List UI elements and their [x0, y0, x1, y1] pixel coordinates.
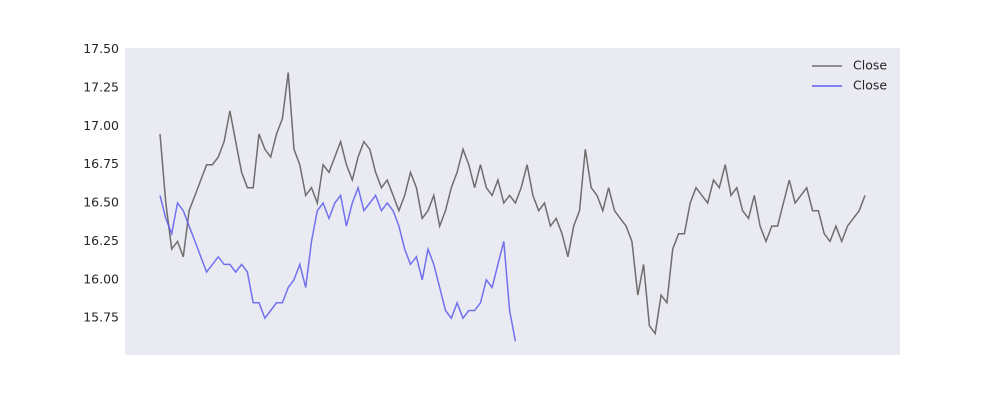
y-tick-label: 16.25	[83, 233, 119, 248]
legend-label: Close	[853, 78, 887, 93]
y-tick-label: 15.75	[83, 310, 119, 325]
plot-area	[125, 48, 900, 355]
y-tick-label: 16.50	[83, 195, 119, 210]
y-tick-label: 17.25	[83, 79, 119, 94]
line-series	[159, 72, 866, 336]
legend-label: Close	[853, 58, 887, 73]
y-tick-label: 17.00	[83, 118, 119, 133]
line-series	[159, 185, 517, 342]
y-tick-label: 16.00	[83, 271, 119, 286]
y-tick-label: 16.75	[83, 156, 119, 171]
y-tick-label: 17.50	[83, 41, 119, 56]
